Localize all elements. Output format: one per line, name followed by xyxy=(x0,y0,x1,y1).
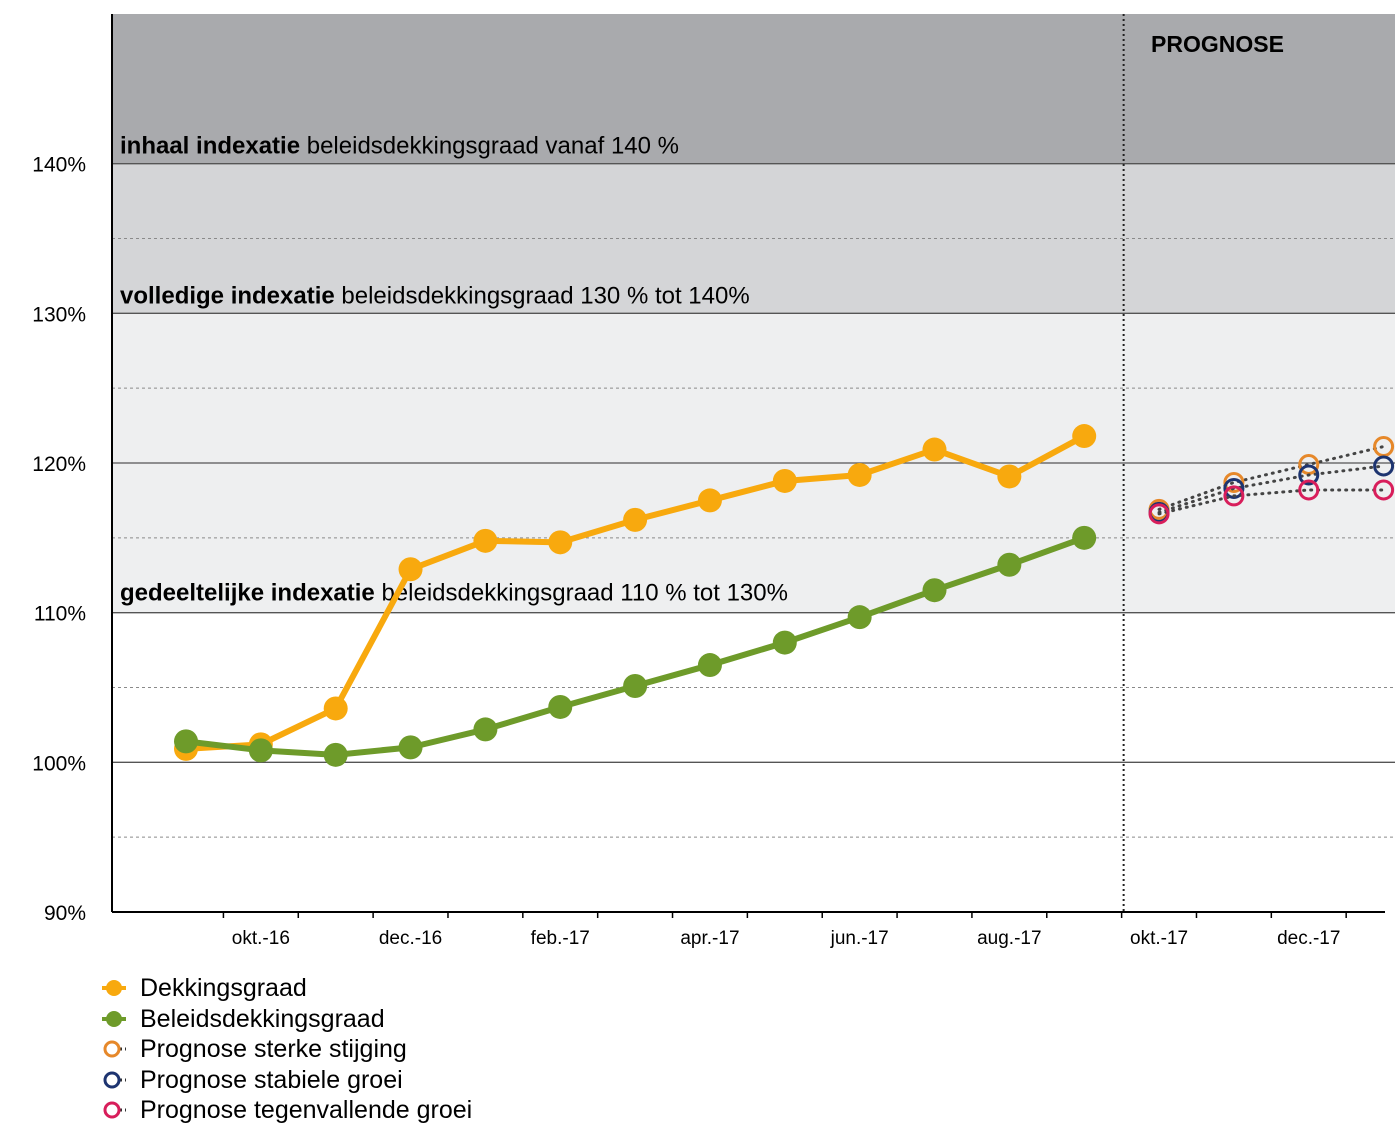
legend: Dekkingsgraad Beleidsdekkingsgraad Progn… xyxy=(100,973,472,1126)
data-point-beleidsdekkingsgraad xyxy=(248,738,273,763)
data-point-dekkingsgraad xyxy=(473,528,498,553)
data-point-dekkingsgraad xyxy=(847,462,872,487)
legend-marker-dekkingsgraad xyxy=(102,980,126,996)
data-point-dekkingsgraad xyxy=(623,507,648,532)
gridlines xyxy=(112,163,1395,838)
band-label-2: gedeeltelijke indexatie beleidsdekkingsg… xyxy=(120,580,788,607)
y-tick-label: 90% xyxy=(44,902,86,925)
series-line-prognose-tegenvallende-groei xyxy=(1157,488,1386,516)
coverage-ratio-chart: inhaal indexatie beleidsdekkingsgraad va… xyxy=(32,14,1395,949)
y-tick-label: 100% xyxy=(32,752,86,775)
data-point-prognose-stabiele-groei xyxy=(1223,477,1245,499)
data-point-prognose-tegenvallende-groei xyxy=(1223,485,1245,507)
legend-marker-beleidsdekkingsgraad xyxy=(102,1010,126,1027)
data-point-beleidsdekkingsgraad xyxy=(548,694,573,719)
data-point-beleidsdekkingsgraad xyxy=(473,717,498,742)
data-point-dekkingsgraad xyxy=(398,557,423,582)
legend-item-prognose-stabiele-groei: Prognose stabiele groei xyxy=(100,1065,472,1096)
series xyxy=(174,424,1395,767)
legend-marker-prognose-tegenvallende-groei xyxy=(103,1101,126,1119)
legend-item-dekkingsgraad: Dekkingsgraad xyxy=(100,973,472,1004)
data-point-prognose-stabiele-groei xyxy=(1298,464,1320,486)
legend-label: Prognose tegenvallende groei xyxy=(140,1096,473,1124)
y-tick-label: 130% xyxy=(32,303,86,326)
legend-marker-prognose-sterke-stijging xyxy=(103,1040,126,1058)
data-point-dekkingsgraad xyxy=(323,696,348,721)
y-tick-label: 110% xyxy=(34,603,86,626)
data-point-beleidsdekkingsgraad xyxy=(1072,525,1097,550)
data-point-prognose-tegenvallende-groei xyxy=(1298,479,1320,501)
data-point-dekkingsgraad xyxy=(997,464,1022,489)
data-point-beleidsdekkingsgraad xyxy=(398,735,423,760)
data-point-prognose-tegenvallende-groei xyxy=(1373,479,1395,501)
data-point-beleidsdekkingsgraad xyxy=(847,605,872,630)
data-point-beleidsdekkingsgraad xyxy=(323,742,348,767)
x-tick-label: okt.-17 xyxy=(1130,928,1188,949)
legend-label: Prognose stabiele groei xyxy=(140,1065,403,1094)
axes: 90% 100% 110% 120% 130% 140% okt.-16 dec.-16 feb… xyxy=(32,14,1385,949)
data-point-beleidsdekkingsgraad xyxy=(922,578,947,603)
data-point-dekkingsgraad xyxy=(697,488,722,513)
x-tick-label: jun.-17 xyxy=(830,928,889,949)
band-0 xyxy=(112,14,1395,164)
forecast-label: PROGNOSE xyxy=(1151,31,1284,57)
legend-item-beleidsdekkingsgraad: Beleidsdekkingsgraad xyxy=(100,1004,472,1035)
legend-label: Dekkingsgraad xyxy=(140,974,307,1002)
legend-label: Prognose sterke stijging xyxy=(140,1035,407,1063)
legend-item-prognose-tegenvallende-groei: Prognose tegenvallende groei xyxy=(100,1095,472,1126)
data-point-beleidsdekkingsgraad xyxy=(697,653,722,678)
band-label-1: volledige indexatie beleidsdekkingsgraad… xyxy=(120,282,750,309)
data-point-prognose-stabiele-groei xyxy=(1373,455,1395,477)
x-tick-label: dec.-17 xyxy=(1277,928,1340,949)
y-tick-label: 140% xyxy=(32,154,86,177)
data-point-beleidsdekkingsgraad xyxy=(772,630,797,655)
x-tick-label: feb.-17 xyxy=(531,928,590,949)
legend-label: Beleidsdekkingsgraad xyxy=(140,1004,385,1033)
data-point-beleidsdekkingsgraad xyxy=(623,674,648,699)
data-point-prognose-sterke-stijging xyxy=(1223,471,1245,493)
x-tick-label: aug.-17 xyxy=(977,928,1041,949)
data-point-beleidsdekkingsgraad xyxy=(997,552,1022,577)
legend-marker-prognose-stabiele-groei xyxy=(103,1071,126,1088)
data-point-dekkingsgraad xyxy=(772,468,797,493)
band-labels: inhaal indexatie beleidsdekkingsgraad va… xyxy=(120,133,788,607)
forecast-region: PROGNOSE xyxy=(1122,14,1284,912)
x-tick-label: dec.-16 xyxy=(379,928,442,949)
x-tick-label: okt.-16 xyxy=(232,928,290,949)
y-tick-label: 120% xyxy=(32,453,86,476)
x-tick-label: apr.-17 xyxy=(680,928,739,949)
data-point-beleidsdekkingsgraad xyxy=(174,729,198,754)
data-point-prognose-tegenvallende-groei xyxy=(1148,503,1170,525)
data-point-dekkingsgraad xyxy=(1072,424,1097,449)
band-label-0: inhaal indexatie beleidsdekkingsgraad va… xyxy=(120,133,679,160)
series-line-prognose-sterke-stijging xyxy=(1157,445,1386,511)
data-point-dekkingsgraad xyxy=(922,437,947,462)
legend-item-prognose-sterke-stijging: Prognose sterke stijging xyxy=(100,1034,472,1065)
data-point-dekkingsgraad xyxy=(548,530,573,555)
